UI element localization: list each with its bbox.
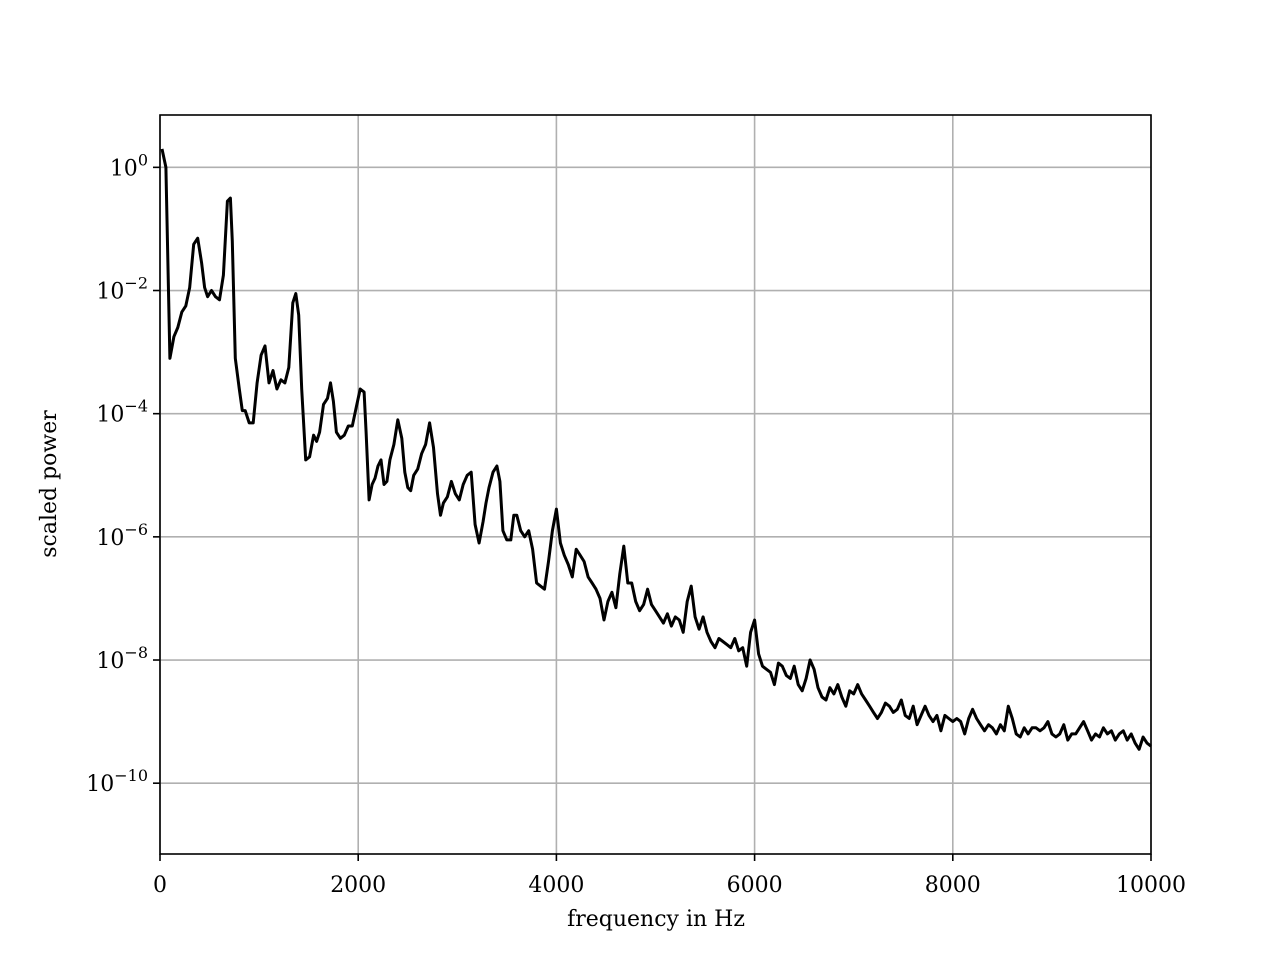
series-layer	[160, 148, 1152, 751]
plot-frame	[159, 114, 1152, 855]
y-tick-label: 10−10	[86, 766, 148, 797]
y-tick-label: 10−4	[96, 397, 148, 428]
x-tick-label: 8000	[925, 873, 981, 898]
y-tick-label: 10−2	[96, 274, 148, 305]
x-tick-label: 0	[153, 873, 167, 898]
x-tick-label: 6000	[727, 873, 783, 898]
x-axis: 0 2000 4000 6000 8000 10000	[153, 854, 1186, 898]
y-axis: 100 10−2 10−4 10−6 10−8 10−10	[86, 150, 160, 797]
y-tick-label: 10−6	[96, 520, 148, 551]
x-tick-label: 4000	[528, 873, 584, 898]
y-tick-label: 10−8	[96, 643, 148, 674]
x-tick-label: 2000	[330, 873, 386, 898]
y-axis-label: scaled power	[37, 410, 62, 558]
series-line	[160, 148, 1152, 751]
x-tick-label: 10000	[1116, 873, 1186, 898]
y-tick-label: 100	[110, 150, 148, 181]
x-axis-label: frequency in Hz	[567, 907, 745, 932]
grid	[159, 115, 1152, 854]
